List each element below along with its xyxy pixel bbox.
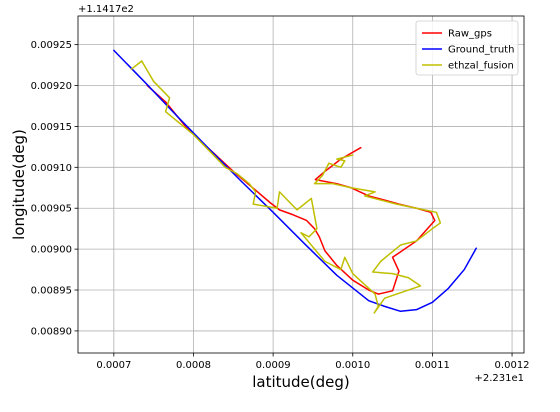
y-tick-label: 0.00910 — [31, 163, 72, 174]
series-layer — [113, 49, 477, 314]
x-tick-label: 0.0008 — [176, 360, 211, 371]
legend: Raw_gps Ground_truth ethzal_fusion — [415, 20, 519, 76]
series-line-raw-gps — [146, 84, 436, 295]
x-axis-ticks: 0.0007 0.0008 0.0009 0.0010 0.0011 0.0012 — [96, 353, 530, 371]
x-axis-label: latitude(deg) — [252, 373, 350, 391]
x-tick-label: 0.0007 — [96, 360, 131, 371]
series-line-ethzal-fusion — [130, 60, 442, 314]
x-axis-offset-label: +2.231e1 — [474, 373, 524, 384]
legend-entry-raw-gps: Raw_gps — [448, 29, 492, 40]
legend-entry-ethzal-fusion: ethzal_fusion — [448, 61, 514, 72]
y-tick-label: 0.00905 — [31, 204, 72, 215]
legend-entry-ground-truth: Ground_truth — [448, 45, 514, 56]
y-axis-ticks: 0.00890 0.00895 0.00900 0.00905 0.00910 0.009… — [31, 40, 78, 337]
legend-box — [415, 20, 519, 76]
x-tick-label: 0.0011 — [415, 360, 450, 371]
y-tick-label: 0.00915 — [31, 122, 72, 133]
y-tick-label: 0.00900 — [31, 245, 72, 256]
y-tick-label: 0.00920 — [31, 81, 72, 92]
grid-lines — [78, 16, 524, 353]
x-tick-label: 0.0009 — [256, 360, 291, 371]
y-tick-label: 0.00895 — [31, 286, 72, 297]
x-tick-label: 0.0012 — [495, 360, 530, 371]
y-tick-label: 0.00925 — [31, 40, 72, 51]
y-axis-label: longitude(deg) — [10, 129, 28, 240]
series-line-ground-truth — [113, 49, 477, 313]
y-tick-label: 0.00890 — [31, 326, 72, 337]
plot-frame — [77, 15, 525, 354]
x-tick-label: 0.0010 — [335, 360, 370, 371]
y-axis-offset-label: +1.1417e2 — [78, 4, 134, 15]
